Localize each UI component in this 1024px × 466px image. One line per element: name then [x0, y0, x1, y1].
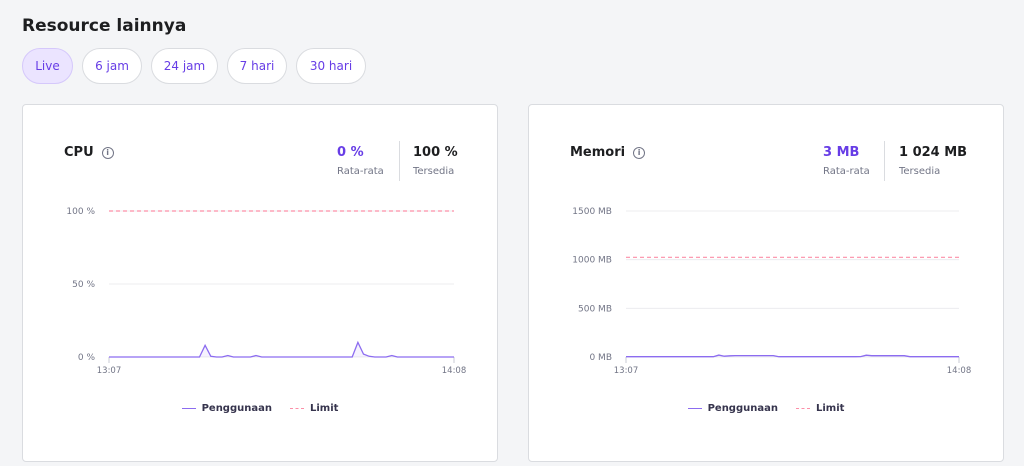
- memory-chart: 0 MB 500 MB 1000 MB 1500 MB 13:07 14:08: [572, 207, 972, 376]
- legend-label: Penggunaan: [707, 403, 778, 414]
- available-label: Tersedia: [899, 166, 941, 177]
- legend-label: Limit: [309, 403, 339, 414]
- y-tick-label: 100 %: [66, 207, 95, 217]
- cpu-card: 0 % 50 % 100 % 13:07 14:08 CPU i 0 % Rata-rata…: [22, 104, 498, 462]
- time-range-tabs: Live 6 jam 24 jam 7 hari 30 hari: [22, 48, 366, 84]
- avg-label: Rata-rata: [337, 166, 384, 177]
- y-tick-label: 0 MB: [589, 353, 612, 363]
- legend-label: Limit: [815, 403, 845, 414]
- memory-card: 0 MB 500 MB 1000 MB 1500 MB 13:07 14:08 Memor…: [528, 104, 1004, 462]
- tab-6-jam[interactable]: 6 jam: [82, 48, 142, 84]
- legend-label: Penggunaan: [201, 403, 272, 414]
- avg-label: Rata-rata: [823, 166, 870, 177]
- y-tick-label: 500 MB: [578, 304, 612, 314]
- tab-30-hari[interactable]: 30 hari: [296, 48, 366, 84]
- card-title: Memori: [570, 145, 626, 160]
- legend-usage[interactable]: Penggunaan: [181, 403, 272, 414]
- avg-value: 3 MB: [823, 145, 860, 160]
- info-icon[interactable]: i: [101, 146, 114, 159]
- card-title: CPU: [64, 145, 94, 160]
- avg-value: 0 %: [337, 145, 364, 160]
- x-tick-label: 14:08: [947, 366, 972, 376]
- available-value: 100 %: [413, 145, 458, 160]
- tab-7-hari[interactable]: 7 hari: [227, 48, 287, 84]
- usage-line: [109, 340, 454, 358]
- x-tick-label: 13:07: [97, 366, 122, 376]
- x-tick-label: 13:07: [614, 366, 639, 376]
- divider: [399, 141, 400, 181]
- legend-limit[interactable]: Limit: [289, 403, 339, 414]
- y-tick-label: 50 %: [72, 280, 95, 290]
- tab-24-jam[interactable]: 24 jam: [151, 48, 218, 84]
- page-title: Resource lainnya: [22, 16, 187, 36]
- tab-live[interactable]: Live: [22, 48, 73, 84]
- available-label: Tersedia: [413, 166, 455, 177]
- usage-line: [626, 354, 959, 358]
- info-icon[interactable]: i: [633, 146, 646, 159]
- legend-usage[interactable]: Penggunaan: [687, 403, 778, 414]
- legend-limit[interactable]: Limit: [795, 403, 845, 414]
- x-tick-label: 14:08: [442, 366, 467, 376]
- usage-area: [109, 342, 454, 357]
- usage-area: [626, 355, 959, 357]
- cpu-chart: 0 % 50 % 100 % 13:07 14:08: [66, 207, 467, 376]
- available-value: 1 024 MB: [899, 145, 968, 160]
- y-tick-label: 1000 MB: [572, 256, 612, 266]
- divider: [884, 141, 885, 181]
- y-tick-label: 1500 MB: [572, 207, 612, 217]
- y-tick-label: 0 %: [78, 353, 96, 363]
